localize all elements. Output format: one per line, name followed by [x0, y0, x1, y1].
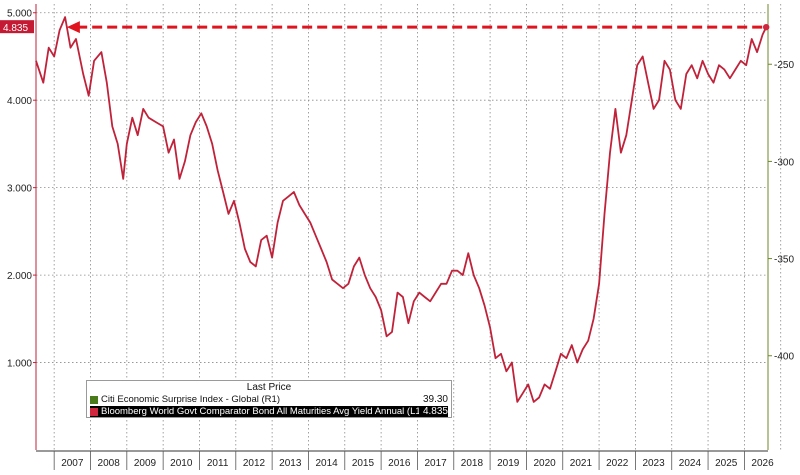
legend-row-bloomberg: Bloomberg World Govt Comparator Bond All…	[90, 406, 448, 417]
x-tick-label: 2007	[61, 458, 84, 469]
x-tick-label: 2017	[424, 458, 447, 469]
left-tick-label: 4.000	[7, 96, 32, 107]
tick-labels: 2007 2008 2009 2010 2011 2012 2013 2014 2015 2016…	[7, 9, 794, 469]
right-tick-label: -300	[774, 157, 794, 168]
series-line-bloomberg	[35, 16, 768, 403]
x-tick-label: 2025	[715, 458, 738, 469]
left-tick-label: 3.000	[7, 184, 32, 195]
x-tick-label: 2024	[679, 458, 702, 469]
x-tick-label: 2021	[570, 458, 593, 469]
legend-label-bloomberg: Bloomberg World Govt Comparator Bond All…	[101, 406, 419, 417]
last-value-marker	[762, 23, 770, 31]
x-tick-label: 2014	[315, 458, 338, 469]
last-value-badge	[0, 20, 34, 34]
x-tick-label: 2023	[642, 458, 665, 469]
series-layer	[35, 16, 770, 403]
right-tick-label: -400	[774, 352, 794, 363]
x-tick-label: 2016	[388, 458, 411, 469]
right-tick-label: -250	[774, 60, 794, 71]
left-tick-label: 1.000	[7, 359, 32, 370]
annotation-layer: 4.835	[0, 20, 763, 34]
legend-value-citi: 39.30	[422, 394, 448, 405]
left-tick-label: 5.000	[7, 9, 32, 20]
legend-swatch-citi	[90, 395, 98, 404]
x-tick-label: 2009	[134, 458, 157, 469]
legend-row-citi: Citi Economic Surprise Index - Global (R…	[90, 394, 448, 405]
x-tick-label: 2011	[207, 458, 229, 469]
x-tick-label: 2022	[606, 458, 629, 469]
x-tick-label: 2010	[170, 458, 193, 469]
right-tick-label: -350	[774, 255, 794, 266]
x-tick-label: 2019	[497, 458, 520, 469]
last-value-badge-text: 4.835	[3, 23, 28, 34]
x-tick-label: 2026	[751, 458, 774, 469]
legend-value-bloomberg: 4.835	[422, 406, 448, 417]
x-tick-label: 2013	[279, 458, 302, 469]
x-tick-label: 2018	[461, 458, 484, 469]
x-tick-label: 2008	[98, 458, 121, 469]
x-tick-label: 2020	[533, 458, 556, 469]
legend-swatch-bloomberg	[90, 407, 98, 416]
x-tick-label: 2015	[352, 458, 375, 469]
axes	[33, 4, 772, 470]
annotation-arrow-head	[66, 21, 80, 34]
left-tick-label: 2.000	[7, 271, 32, 282]
x-tick-label: 2012	[243, 458, 266, 469]
legend-label-citi: Citi Economic Surprise Index - Global (R…	[101, 394, 280, 405]
legend-header: Last Price	[246, 382, 292, 393]
legend: Last Price Citi Economic Surprise Index …	[86, 380, 452, 418]
